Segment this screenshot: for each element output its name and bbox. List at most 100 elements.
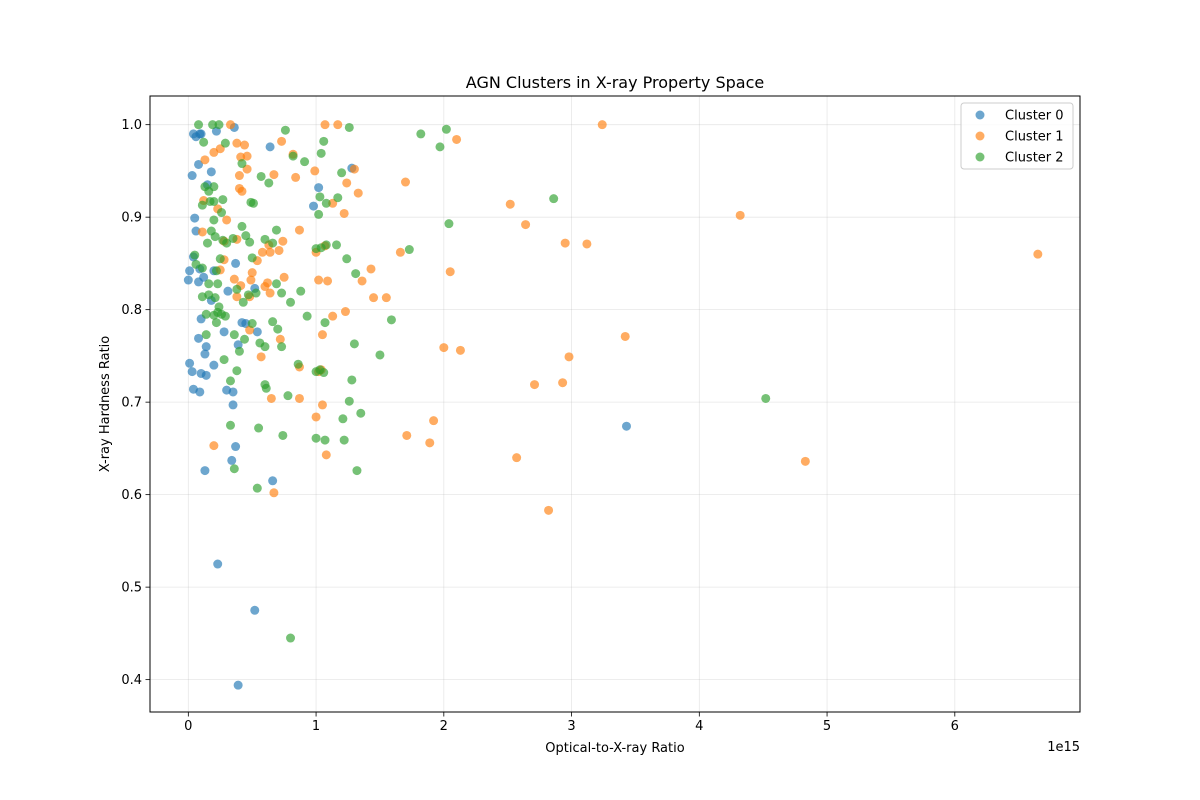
- scatter-point: [439, 343, 449, 353]
- scatter-point: [232, 284, 242, 294]
- scatter-point: [761, 393, 771, 403]
- scatter-point: [201, 342, 211, 352]
- scatter-point: [233, 680, 243, 690]
- scatter-point: [197, 263, 207, 273]
- scatter-point: [375, 350, 385, 360]
- scatter-point: [564, 352, 574, 362]
- scatter-point: [339, 435, 349, 445]
- y-tick-label: 0.6: [121, 488, 142, 503]
- scatter-point: [209, 441, 219, 451]
- scatter-point: [268, 238, 278, 248]
- scatter-point: [204, 279, 214, 289]
- scatter-point: [349, 339, 359, 349]
- scatter-point: [404, 245, 414, 255]
- scatter-point: [269, 170, 279, 180]
- scatter-point: [319, 136, 329, 146]
- scatter-point: [521, 220, 531, 230]
- scatter-point: [323, 276, 333, 286]
- scatter-point: [321, 198, 331, 208]
- scatter-point: [294, 225, 304, 235]
- scatter-point: [190, 250, 200, 260]
- scatter-point: [196, 129, 206, 139]
- scatter-point: [512, 453, 522, 463]
- x-tick-label: 2: [440, 719, 448, 734]
- scatter-point: [435, 142, 445, 152]
- scatter-point: [314, 275, 324, 285]
- scatter-point: [291, 172, 301, 182]
- scatter-point: [247, 268, 257, 278]
- scatter-point: [339, 208, 349, 218]
- scatter-point: [260, 282, 270, 292]
- data-points: [183, 120, 1043, 690]
- scatter-point: [237, 159, 247, 169]
- scatter-point: [425, 438, 435, 448]
- scatter-point: [337, 168, 347, 178]
- scatter-point: [356, 408, 366, 418]
- scatter-point: [232, 138, 242, 148]
- scatter-point: [268, 317, 278, 327]
- scatter-point: [201, 370, 211, 380]
- scatter-point: [288, 151, 298, 161]
- y-tick-label: 0.5: [121, 581, 142, 596]
- legend-marker: [975, 110, 985, 120]
- scatter-point: [218, 195, 228, 205]
- scatter-point: [229, 464, 239, 474]
- scatter-point: [264, 178, 274, 188]
- scatter-point: [310, 166, 320, 176]
- scatter-point: [349, 164, 359, 174]
- x-tick-label: 4: [695, 719, 703, 734]
- legend-label: Cluster 0: [1005, 109, 1064, 124]
- scatter-point: [333, 193, 343, 203]
- scatter-point: [229, 330, 239, 340]
- y-axis-label: X-ray Hardness Ratio: [98, 336, 113, 473]
- scatter-point: [252, 483, 262, 493]
- scatter-point: [209, 196, 219, 206]
- scatter-point: [183, 275, 193, 285]
- scatter-point: [201, 330, 211, 340]
- scatter-point: [277, 136, 287, 146]
- scatter-point: [274, 245, 284, 255]
- y-tick-label: 1.0: [121, 118, 142, 133]
- scatter-point: [265, 288, 275, 298]
- scatter-point: [357, 276, 367, 286]
- scatter-point: [452, 134, 462, 144]
- scatter-point: [315, 192, 325, 202]
- scatter-point: [220, 311, 230, 321]
- x-tick-label: 1: [312, 719, 320, 734]
- scatter-point: [266, 393, 276, 403]
- scatter-point: [338, 414, 348, 424]
- scatter-point: [234, 346, 244, 356]
- scatter-point: [213, 559, 223, 569]
- scatter-point: [209, 360, 219, 370]
- scatter-point: [620, 331, 630, 341]
- scatter-point: [597, 120, 607, 130]
- scatter-point: [185, 266, 195, 276]
- scatter-point: [311, 412, 321, 422]
- scatter-point: [320, 435, 330, 445]
- scatter-point: [273, 324, 283, 334]
- scatter-point: [271, 279, 281, 289]
- scatter-point: [800, 456, 810, 466]
- scatter-point: [222, 215, 232, 225]
- scatter-point: [210, 232, 220, 242]
- scatter-point: [300, 157, 310, 167]
- scatter-point: [347, 375, 357, 385]
- scatter-point: [241, 319, 251, 329]
- scatter-point: [302, 311, 312, 321]
- scatter-point: [332, 240, 342, 250]
- scatter-point: [260, 234, 270, 244]
- scatter-point: [223, 286, 233, 296]
- scatter-point: [240, 140, 250, 150]
- scatter-point: [314, 209, 324, 219]
- scatter-point: [256, 352, 266, 362]
- scatter-point: [416, 129, 426, 139]
- legend-marker: [975, 131, 985, 141]
- scatter-point: [320, 120, 330, 130]
- scatter-point: [257, 247, 267, 257]
- scatter-point: [560, 238, 570, 248]
- scatter-point: [353, 188, 363, 198]
- scatter-point: [278, 236, 288, 246]
- scatter-point: [194, 333, 204, 343]
- scatter-point: [342, 254, 352, 264]
